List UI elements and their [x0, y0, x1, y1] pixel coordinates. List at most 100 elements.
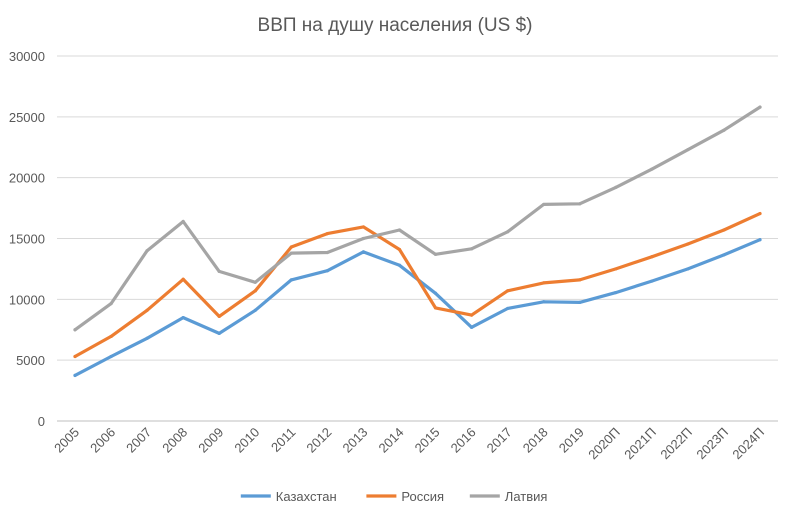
- x-tick-label: 2009: [195, 425, 226, 456]
- data-point: [542, 281, 546, 285]
- data-point: [145, 249, 149, 253]
- x-tick-label: 2013: [339, 425, 370, 456]
- data-point: [469, 325, 474, 329]
- x-tick-label: 2010: [231, 425, 262, 456]
- data-point: [109, 354, 113, 359]
- data-point: [758, 211, 762, 216]
- x-tick-label: 2005: [51, 425, 82, 456]
- x-tick-label: 2007: [123, 425, 154, 456]
- data-point: [253, 280, 257, 284]
- data-point: [433, 252, 438, 256]
- data-point: [758, 105, 762, 109]
- legend-label: Казахстан: [276, 489, 337, 504]
- y-tick-label: 25000: [9, 110, 45, 125]
- x-tick-label: 2021П: [621, 425, 659, 463]
- x-tick-label: 2015: [412, 425, 443, 456]
- x-tick-label: 2008: [159, 425, 190, 456]
- data-point: [109, 301, 113, 306]
- data-point: [506, 306, 510, 311]
- data-point: [397, 228, 402, 232]
- y-tick-label: 5000: [16, 353, 45, 368]
- series-line: [73, 238, 762, 377]
- data-point: [722, 128, 726, 132]
- data-point: [361, 236, 366, 241]
- data-point: [397, 263, 402, 267]
- x-tick-label: 2011: [268, 425, 298, 455]
- data-point: [614, 185, 618, 189]
- data-point: [506, 289, 510, 293]
- data-point: [361, 250, 366, 254]
- y-tick-label: 10000: [9, 292, 45, 307]
- data-point: [109, 334, 113, 339]
- series-line: [73, 105, 762, 332]
- data-point: [578, 300, 582, 304]
- data-point: [73, 328, 77, 332]
- data-point: [469, 313, 474, 317]
- data-point: [722, 228, 726, 232]
- data-point: [145, 336, 149, 340]
- x-tick-label: 2016: [448, 425, 479, 456]
- data-point: [433, 291, 438, 295]
- series-line: [73, 212, 762, 359]
- data-point: [650, 167, 654, 171]
- x-tick-label: 2023П: [693, 425, 731, 463]
- data-point: [253, 308, 257, 312]
- data-point: [325, 232, 329, 236]
- data-point: [289, 251, 293, 255]
- data-point: [181, 277, 185, 281]
- legend-label: Латвия: [505, 489, 548, 504]
- data-point: [506, 230, 510, 234]
- data-point: [397, 247, 402, 252]
- data-point: [289, 278, 293, 282]
- data-point: [578, 202, 582, 206]
- data-point: [686, 148, 690, 152]
- y-axis-ticks: 0 5000 10000 15000 20000 25000 30000: [9, 49, 45, 429]
- x-tick-label: 2017: [484, 425, 515, 456]
- data-point: [253, 289, 257, 293]
- y-tick-label: 20000: [9, 171, 45, 186]
- x-tick-label: 2024П: [729, 425, 767, 463]
- data-point: [181, 315, 185, 320]
- data-point: [758, 238, 762, 242]
- data-point: [650, 255, 654, 259]
- data-point: [73, 354, 77, 359]
- data-point: [325, 250, 329, 255]
- data-point: [722, 253, 726, 257]
- series-lines: [73, 105, 762, 377]
- data-point: [289, 245, 293, 249]
- data-point: [217, 331, 221, 335]
- x-tick-label: 2012: [303, 425, 334, 456]
- x-tick-label: 2022П: [657, 425, 695, 463]
- legend: Казахстан Россия Латвия: [240, 489, 548, 504]
- data-point: [433, 306, 438, 310]
- data-point: [614, 267, 618, 271]
- data-point: [325, 269, 329, 273]
- gridlines: [57, 55, 778, 422]
- data-point: [361, 225, 366, 229]
- x-tick-label: 2006: [87, 425, 118, 456]
- data-point: [542, 202, 546, 207]
- y-tick-label: 0: [38, 414, 45, 429]
- data-point: [650, 279, 654, 283]
- x-tick-label: 2018: [520, 425, 551, 456]
- data-point: [578, 278, 582, 282]
- data-point: [217, 314, 221, 318]
- chart-title: ВВП на душу населения (US $): [258, 15, 533, 36]
- data-point: [614, 291, 618, 295]
- data-point: [181, 219, 185, 224]
- data-point: [73, 373, 77, 377]
- x-tick-label: 2020П: [585, 425, 623, 463]
- data-point: [217, 269, 221, 273]
- data-point: [542, 300, 546, 304]
- y-tick-label: 15000: [9, 232, 45, 247]
- x-tick-label: 2019: [556, 425, 587, 456]
- x-axis-ticks: 2005 2006 2007 2008 2009 2010 2011 2012 2013 2014…: [51, 425, 767, 463]
- data-point: [686, 242, 690, 246]
- data-point: [686, 267, 690, 271]
- legend-label: Россия: [401, 489, 444, 504]
- y-tick-label: 30000: [9, 49, 45, 64]
- x-tick-label: 2014: [376, 425, 407, 456]
- data-point: [469, 247, 474, 251]
